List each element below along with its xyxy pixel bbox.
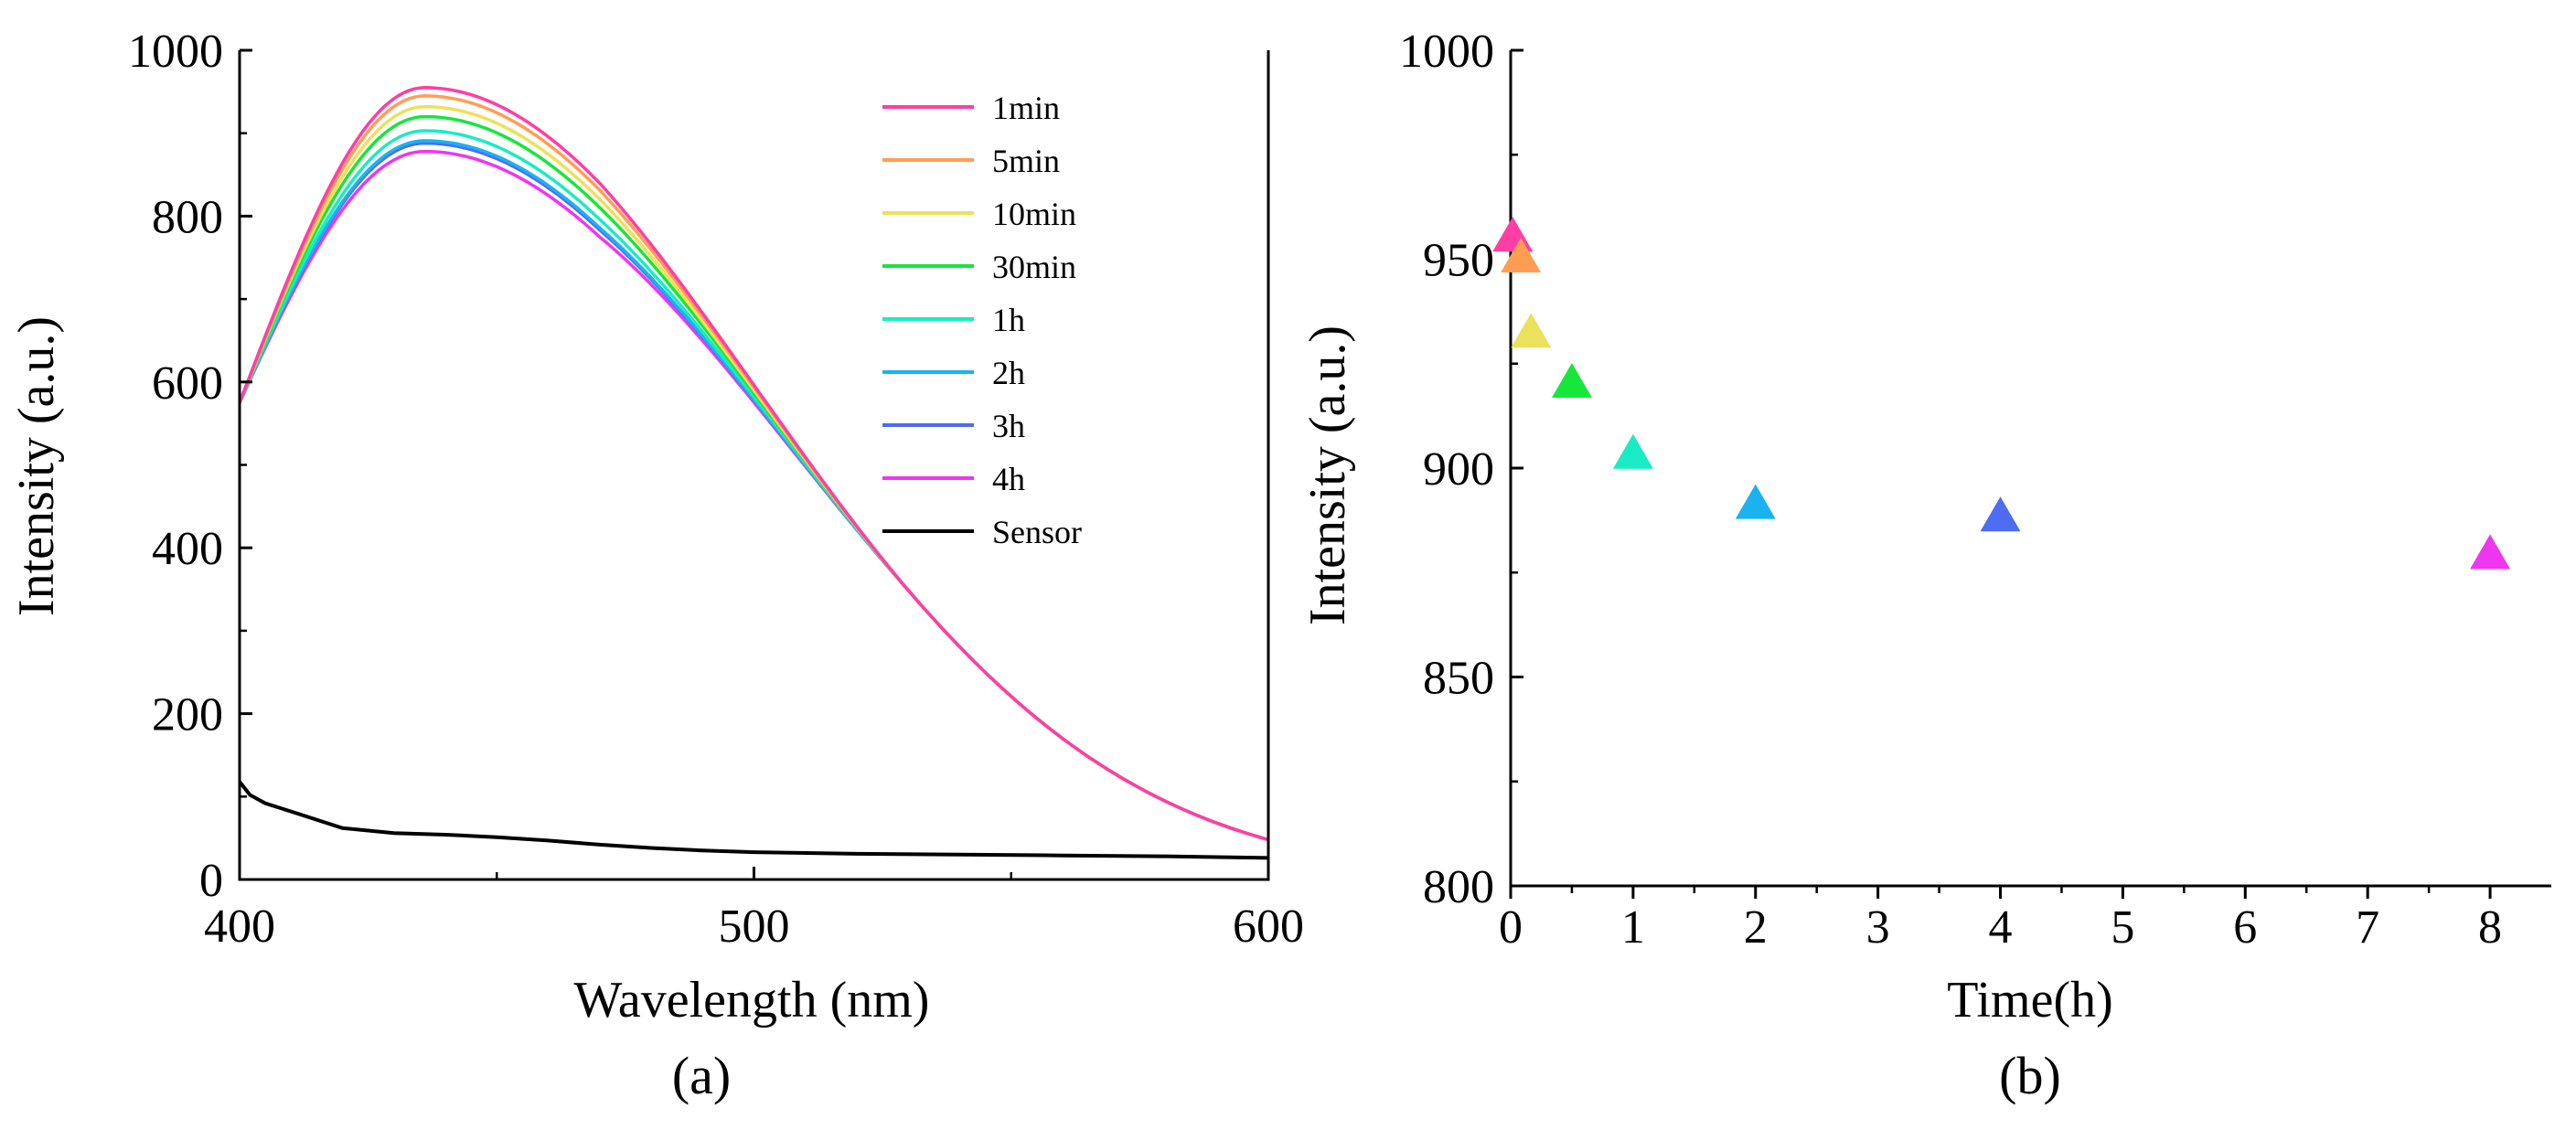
y-axis-title-b: Intensity (a.u.) (1299, 325, 1356, 625)
data-point-triangle (1735, 484, 1776, 519)
ticks-a (238, 48, 1270, 881)
y-tick-label-a: 800 (152, 191, 223, 243)
x-tick-label-b: 2 (1744, 901, 1768, 954)
y-tick-label-b: 950 (1423, 235, 1494, 287)
y-tick-label-b: 850 (1423, 653, 1494, 705)
data-point-triangle (1980, 496, 2021, 532)
y-tick-label-a: 0 (199, 855, 223, 907)
data-point-triangle (2470, 534, 2511, 570)
y-tick-label-a: 200 (152, 689, 223, 741)
y-tick-label-b: 1000 (1399, 26, 1494, 78)
y-tick-label-b: 800 (1423, 861, 1494, 913)
y-tick-label-a: 400 (152, 523, 223, 575)
x-tick-label-b: 6 (2233, 901, 2257, 954)
panel-label-a: (a) (672, 1046, 731, 1105)
spectra-curves (238, 86, 1269, 860)
y-tick-label-a: 600 (152, 357, 223, 410)
scatter-markers (1492, 217, 2511, 570)
x-tick-label-b: 1 (1621, 901, 1645, 954)
y-axis-title-a: Intensity (a.u.) (8, 316, 65, 616)
series-line-10min (238, 104, 1269, 842)
data-point-triangle (1612, 433, 1653, 469)
axes-frame-b (1509, 50, 2551, 888)
panel-label-b: (b) (1999, 1046, 2061, 1105)
panel-a: 0 200 400 600 800 1000 400 500 600 Wavelength (… (8, 26, 1304, 1105)
series-line-1h (238, 129, 1269, 842)
x-tick-label-a: 400 (204, 901, 275, 953)
panel-b: 800 850 900 950 1000 0 1 2 3 4 5 6 7 8 Time(h) Inten… (1299, 26, 2551, 1105)
data-point-triangle (1501, 237, 1542, 272)
data-point-triangle (1492, 217, 1534, 252)
legend-label: 30min (992, 249, 1076, 285)
series-line-1min (238, 86, 1269, 842)
legend-label: 5min (992, 143, 1060, 179)
legend-label: 2h (992, 355, 1025, 391)
axes-frame-a (238, 50, 1270, 881)
y-tick-labels-b: 800 850 900 950 1000 (1399, 26, 1494, 913)
series-line-3h (238, 141, 1269, 842)
legend-label: Sensor (992, 514, 1082, 550)
x-tick-label-a: 600 (1233, 901, 1304, 953)
series-line-sensor (238, 780, 1269, 860)
ticks-b (1509, 48, 2492, 899)
y-tick-label-a: 1000 (128, 26, 223, 78)
series-line-5min (238, 94, 1269, 842)
x-tick-label-b: 0 (1499, 901, 1523, 954)
legend-label: 4h (992, 461, 1025, 497)
x-axis-title-a: Wavelength (nm) (574, 972, 930, 1029)
legend-label: 3h (992, 408, 1025, 444)
x-tick-labels-b: 0 1 2 3 4 5 6 7 8 (1499, 901, 2502, 954)
series-line-30min (238, 114, 1269, 842)
x-tick-label-a: 500 (719, 901, 790, 953)
legend-label: 10min (992, 196, 1076, 232)
x-tick-label-b: 7 (2356, 901, 2379, 954)
y-tick-label-b: 900 (1423, 443, 1494, 496)
legend-label: 1min (992, 90, 1060, 126)
x-tick-label-b: 3 (1866, 901, 1890, 954)
data-point-triangle (1511, 313, 1552, 348)
x-tick-label-b: 4 (1989, 901, 2013, 954)
y-tick-labels-a: 0 200 400 600 800 1000 (128, 26, 223, 907)
series-line-4h (238, 149, 1269, 842)
series-line-2h (238, 139, 1269, 842)
x-tick-labels-a: 400 500 600 (204, 901, 1304, 953)
legend: 1min 5min 10min 30min 1h 2h 3h 4h Sensor (882, 90, 1082, 550)
data-point-triangle (1551, 363, 1592, 399)
x-axis-title-b: Time(h) (1947, 972, 2113, 1029)
x-tick-label-b: 5 (2111, 901, 2134, 954)
x-tick-label-b: 8 (2478, 901, 2502, 954)
legend-label: 1h (992, 302, 1025, 338)
